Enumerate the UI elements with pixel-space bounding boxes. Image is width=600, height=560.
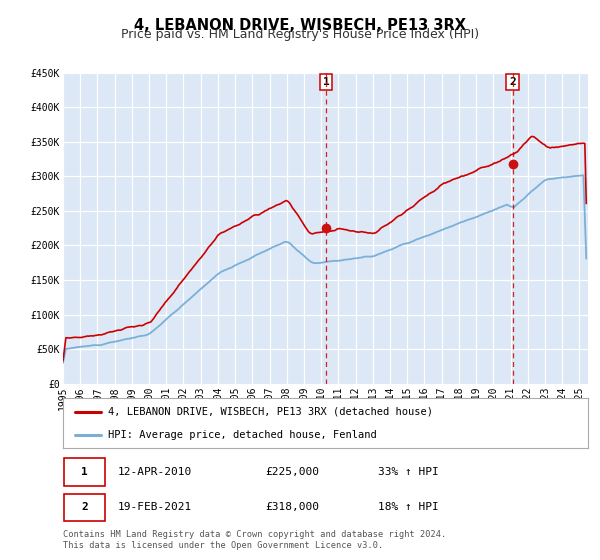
Text: £225,000: £225,000: [265, 467, 319, 477]
Text: 18% ↑ HPI: 18% ↑ HPI: [378, 502, 439, 512]
Text: 4, LEBANON DRIVE, WISBECH, PE13 3RX: 4, LEBANON DRIVE, WISBECH, PE13 3RX: [134, 18, 466, 33]
Text: 1: 1: [81, 467, 88, 477]
FancyBboxPatch shape: [64, 494, 105, 521]
Text: 12-APR-2010: 12-APR-2010: [118, 467, 193, 477]
Text: 19-FEB-2021: 19-FEB-2021: [118, 502, 193, 512]
Text: 2: 2: [509, 77, 516, 87]
FancyBboxPatch shape: [64, 458, 105, 486]
Text: 1: 1: [323, 77, 329, 87]
Text: 4, LEBANON DRIVE, WISBECH, PE13 3RX (detached house): 4, LEBANON DRIVE, WISBECH, PE13 3RX (det…: [107, 407, 433, 417]
Text: Contains HM Land Registry data © Crown copyright and database right 2024.: Contains HM Land Registry data © Crown c…: [63, 530, 446, 539]
Text: 2: 2: [81, 502, 88, 512]
Text: 33% ↑ HPI: 33% ↑ HPI: [378, 467, 439, 477]
Text: Price paid vs. HM Land Registry's House Price Index (HPI): Price paid vs. HM Land Registry's House …: [121, 28, 479, 41]
Text: £318,000: £318,000: [265, 502, 319, 512]
Text: HPI: Average price, detached house, Fenland: HPI: Average price, detached house, Fenl…: [107, 430, 376, 440]
Text: This data is licensed under the Open Government Licence v3.0.: This data is licensed under the Open Gov…: [63, 541, 383, 550]
